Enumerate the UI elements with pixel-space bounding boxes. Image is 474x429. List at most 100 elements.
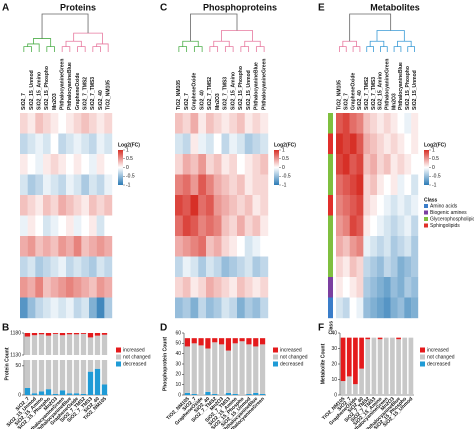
bar-segment bbox=[31, 360, 38, 394]
column-label: TiO2_NM105 bbox=[105, 80, 111, 110]
legend-swatch bbox=[273, 354, 278, 360]
heatmap-cell bbox=[383, 113, 391, 134]
heatmap-cell bbox=[349, 256, 357, 278]
heatmap-cell bbox=[66, 215, 74, 237]
bar-segment bbox=[52, 393, 59, 395]
heatmap-cell bbox=[397, 256, 405, 278]
heatmap-cell bbox=[58, 256, 67, 278]
heatmap-cell bbox=[377, 154, 385, 175]
bar-segment bbox=[38, 391, 45, 395]
heatmap-cell bbox=[370, 236, 378, 257]
heatmap-cell bbox=[356, 174, 364, 196]
colorbar-tick-label: -0.5 bbox=[282, 174, 291, 180]
heatmap-cell bbox=[390, 277, 398, 298]
heatmap-cell bbox=[43, 236, 51, 257]
heatmap-cell bbox=[81, 277, 90, 298]
heatmap-cell bbox=[96, 215, 105, 237]
column-label: SiO2_15_Unmod bbox=[246, 70, 252, 110]
heatmap-cell bbox=[370, 297, 378, 319]
heatmap-cell bbox=[73, 154, 82, 175]
bar-segment bbox=[371, 337, 377, 395]
heatmap-cell bbox=[383, 215, 391, 237]
bar-segment bbox=[38, 360, 45, 392]
heatmap-cell bbox=[411, 277, 419, 298]
heatmap-cell bbox=[58, 154, 67, 175]
heatmap-cell bbox=[244, 215, 253, 237]
heatmap-cell bbox=[229, 256, 238, 278]
bar-segment bbox=[205, 348, 211, 392]
heatmap-cell bbox=[229, 236, 238, 257]
heatmap-cell bbox=[260, 215, 269, 237]
heatmap-cell bbox=[411, 236, 419, 257]
heatmap-cell bbox=[190, 133, 199, 155]
heatmap-cell bbox=[20, 277, 28, 298]
heatmap-cell bbox=[104, 174, 113, 196]
colorbar-tick-label: -1 bbox=[126, 182, 131, 188]
panel-letter: C bbox=[160, 3, 167, 14]
heatmap-cell bbox=[43, 154, 51, 175]
heatmap-cell bbox=[342, 277, 350, 298]
bar-segment bbox=[87, 371, 94, 395]
heatmap-cell bbox=[336, 236, 344, 257]
heatmap-cell bbox=[96, 195, 105, 216]
heatmap-cell bbox=[96, 174, 105, 196]
heatmap-cell bbox=[229, 133, 238, 155]
heatmap-cell bbox=[198, 113, 207, 134]
colorbar-tick-label: 1 bbox=[126, 147, 129, 153]
heatmap-cell bbox=[190, 277, 199, 298]
dendrogram-branch bbox=[342, 40, 357, 47]
heatmap-cell bbox=[66, 236, 74, 257]
heatmap-cell bbox=[370, 277, 378, 298]
heatmap-cell bbox=[198, 195, 207, 216]
column-label: PhthalocyanineBlue bbox=[254, 62, 260, 110]
heatmap-cell bbox=[244, 256, 253, 278]
column-label: SiO2_7 bbox=[184, 93, 190, 110]
heatmap-cell bbox=[244, 154, 253, 175]
heatmap-cell bbox=[213, 256, 222, 278]
heatmap-cell bbox=[221, 154, 230, 175]
heatmap-cell bbox=[175, 297, 183, 319]
colorbar bbox=[274, 150, 279, 185]
panel-letter: B bbox=[2, 323, 9, 334]
heatmap-cell bbox=[27, 133, 36, 155]
panel-letter: E bbox=[318, 3, 325, 14]
heatmap-cell bbox=[397, 154, 405, 175]
heatmap-cell bbox=[336, 154, 344, 175]
bar-segment bbox=[408, 337, 414, 395]
legend-swatch bbox=[420, 354, 425, 360]
heatmap-panel: A Proteins SiO2_7 SiO2_15_Unmod SiO2_15_Amin… bbox=[2, 2, 140, 319]
dendrogram-branch bbox=[73, 32, 103, 44]
bar-segment bbox=[259, 393, 266, 395]
column-label: SiO2_7_TMS3 bbox=[90, 77, 96, 110]
heatmap-cell bbox=[342, 215, 350, 237]
class-legend-label: Sphingolipids bbox=[430, 223, 460, 229]
heatmap-cell bbox=[252, 256, 261, 278]
heatmap-cell bbox=[370, 195, 378, 216]
class-swatch bbox=[424, 223, 428, 228]
heatmap-cell bbox=[244, 133, 253, 155]
heatmap-cell bbox=[89, 174, 97, 196]
heatmap-cell bbox=[390, 195, 398, 216]
heatmap-cell bbox=[377, 256, 385, 278]
heatmap-cell bbox=[175, 133, 183, 155]
bar-segment bbox=[383, 337, 389, 395]
bar-segment bbox=[239, 341, 245, 395]
y-tick-label: 50 bbox=[175, 341, 181, 347]
heatmap-cell bbox=[81, 113, 90, 134]
heatmap-cell bbox=[96, 256, 105, 278]
heatmap-cell bbox=[397, 113, 405, 134]
bar-segment bbox=[212, 338, 218, 343]
column-label: SiO2_7_TMS2 bbox=[82, 77, 88, 110]
heatmap-cell bbox=[411, 297, 419, 319]
heatmap-cell bbox=[50, 113, 59, 134]
heatmap-cell bbox=[50, 277, 59, 298]
class-swatch bbox=[424, 210, 428, 215]
heatmap-cell bbox=[190, 215, 199, 237]
heatmap-cell bbox=[252, 215, 261, 237]
bar-segment bbox=[101, 334, 108, 355]
heatmap-cell bbox=[229, 113, 238, 134]
heatmap-cell bbox=[73, 113, 82, 134]
heatmap-cell bbox=[182, 154, 191, 175]
column-label: SiO2_7_TMS2 bbox=[364, 77, 370, 110]
